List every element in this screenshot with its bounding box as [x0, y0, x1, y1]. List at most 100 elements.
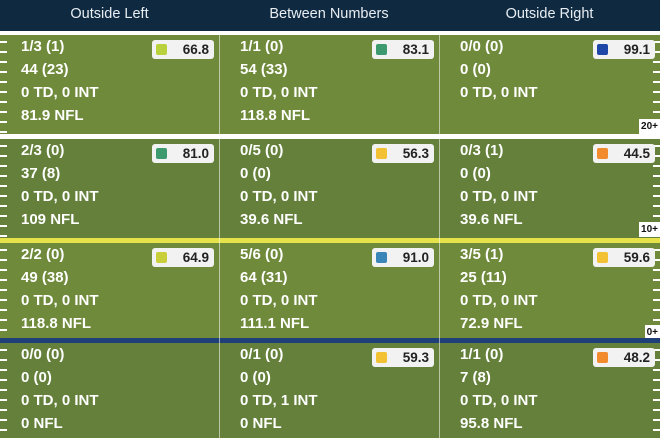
completions-stat: 2/2 (0) [21, 246, 65, 263]
hash-mark [653, 175, 660, 177]
yard-line-20 [0, 134, 660, 139]
column-header-outside-right: Outside Right [505, 6, 594, 22]
td-int-stat: 0 TD, 0 INT [21, 188, 99, 205]
hash-mark [0, 215, 7, 217]
field-row-2 [0, 139, 660, 238]
grade-value: 64.9 [182, 250, 209, 265]
zone-cell[interactable]: 0/0 (0) 0 (0) 0 TD, 0 INT 99.1 [439, 35, 660, 134]
hash-mark [653, 309, 660, 311]
nfl-rating-stat: 39.6 NFL [240, 211, 303, 228]
hash-mark [0, 299, 7, 301]
yard-marker-tag: 0+ [644, 325, 660, 340]
field-row-4 [0, 343, 660, 438]
td-int-stat: 0 TD, 0 INT [21, 392, 99, 409]
grade-value: 99.1 [623, 42, 650, 57]
column-divider [219, 35, 220, 438]
td-int-stat: 0 TD, 0 INT [240, 188, 318, 205]
hash-mark [653, 145, 660, 147]
nfl-rating-stat: 118.8 NFL [21, 315, 92, 332]
zone-cell[interactable]: 0/5 (0) 0 (0) 0 TD, 0 INT 39.6 NFL 56.3 [219, 139, 439, 238]
zone-cell[interactable]: 0/1 (0) 0 (0) 0 TD, 1 INT 0 NFL 59.3 [219, 343, 439, 438]
hash-mark [653, 389, 660, 391]
hash-mark [0, 155, 7, 157]
nfl-rating-stat: 39.6 NFL [460, 211, 523, 228]
completions-stat: 0/0 (0) [21, 346, 65, 363]
nfl-rating-stat: 111.1 NFL [240, 315, 310, 332]
completions-stat: 0/1 (0) [240, 346, 284, 363]
zone-cell[interactable]: 1/1 (0) 54 (33) 0 TD, 0 INT 118.8 NFL 83.1 [219, 35, 439, 134]
td-int-stat: 0 TD, 1 INT [240, 392, 318, 409]
zone-cell[interactable]: 3/5 (1) 25 (11) 0 TD, 0 INT 72.9 NFL 59.6 [439, 243, 660, 338]
zone-cell[interactable]: 1/3 (1) 44 (23) 0 TD, 0 INT 81.9 NFL 66.8 [0, 35, 219, 134]
completions-stat: 1/1 (0) [240, 38, 284, 55]
td-int-stat: 0 TD, 0 INT [460, 392, 538, 409]
zone-cell[interactable]: 2/3 (0) 37 (8) 0 TD, 0 INT 109 NFL 81.0 [0, 139, 219, 238]
zone-cell[interactable]: 1/1 (0) 7 (8) 0 TD, 0 INT 95.8 NFL 48.2 [439, 343, 660, 438]
hash-mark [0, 51, 7, 53]
hash-mark [653, 279, 660, 281]
grade-value: 59.6 [623, 250, 650, 265]
hash-mark [653, 259, 660, 261]
completions-stat: 3/5 (1) [460, 246, 504, 263]
hash-mark [0, 309, 7, 311]
grade-color-swatch [597, 148, 608, 159]
hash-mark [0, 289, 7, 291]
grade-value: 83.1 [402, 42, 429, 57]
grade-value: 59.3 [402, 350, 429, 365]
zone-cell[interactable]: 2/2 (0) 49 (38) 0 TD, 0 INT 118.8 NFL 64.9 [0, 243, 219, 338]
grade-badge: 66.8 [152, 40, 214, 59]
yards-stat: 49 (38) [21, 269, 69, 286]
zone-cell[interactable]: 0/0 (0) 0 (0) 0 TD, 0 INT 0 NFL [0, 343, 219, 438]
zone-cell[interactable]: 0/3 (1) 0 (0) 0 TD, 0 INT 39.6 NFL 44.5 [439, 139, 660, 238]
grade-value: 48.2 [623, 350, 650, 365]
yard-marker-tag: 10+ [639, 222, 660, 237]
hash-mark [653, 369, 660, 371]
hash-mark [653, 81, 660, 83]
nfl-rating-stat: 0 NFL [21, 415, 63, 432]
grade-badge: 44.5 [593, 144, 655, 163]
hash-mark [0, 429, 7, 431]
td-int-stat: 0 TD, 0 INT [240, 84, 318, 101]
hash-mark [653, 349, 660, 351]
grade-badge: 91.0 [372, 248, 434, 267]
hash-mark [653, 319, 660, 321]
hash-mark [0, 389, 7, 391]
grade-color-swatch [376, 352, 387, 363]
hash-mark [653, 419, 660, 421]
hash-mark [0, 235, 7, 237]
grade-value: 56.3 [402, 146, 429, 161]
yards-stat: 37 (8) [21, 165, 61, 182]
nfl-rating-stat: 0 NFL [240, 415, 282, 432]
yards-stat: 7 (8) [460, 369, 491, 386]
hash-mark [0, 175, 7, 177]
hash-mark [0, 41, 7, 43]
hash-mark [0, 71, 7, 73]
grade-color-swatch [376, 252, 387, 263]
nfl-rating-stat: 81.9 NFL [21, 107, 84, 124]
grade-value: 81.0 [182, 146, 209, 161]
zone-cell[interactable]: 5/6 (0) 64 (31) 0 TD, 0 INT 111.1 NFL 91.0 [219, 243, 439, 338]
top-boundary-line [0, 31, 660, 35]
field-row-1 [0, 35, 660, 134]
hash-mark [0, 399, 7, 401]
hash-mark [653, 215, 660, 217]
yards-stat: 54 (33) [240, 61, 288, 78]
hash-mark [653, 289, 660, 291]
completions-stat: 1/3 (1) [21, 38, 65, 55]
hash-mark [653, 165, 660, 167]
completions-stat: 5/6 (0) [240, 246, 284, 263]
grade-badge: 56.3 [372, 144, 434, 163]
hash-mark [0, 205, 7, 207]
hash-mark [0, 185, 7, 187]
hash-mark [0, 81, 7, 83]
hash-mark [653, 61, 660, 63]
hash-mark [0, 195, 7, 197]
hash-mark [653, 155, 660, 157]
hash-mark [0, 329, 7, 331]
column-header-outside-left: Outside Left [70, 6, 149, 22]
nfl-rating-stat: 95.8 NFL [460, 415, 523, 432]
nfl-rating-stat: 118.8 NFL [240, 107, 311, 124]
grade-badge: 64.9 [152, 248, 214, 267]
hash-mark [653, 195, 660, 197]
nfl-rating-stat: 72.9 NFL [460, 315, 523, 332]
